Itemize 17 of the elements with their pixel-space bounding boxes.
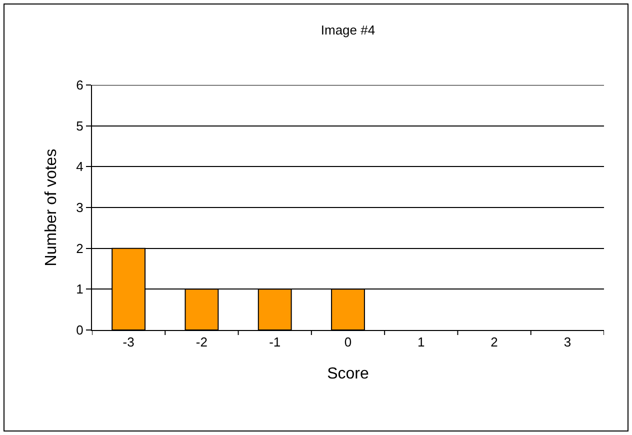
y-tick-label: 2 <box>76 240 84 256</box>
y-tick-label: 3 <box>76 200 84 216</box>
x-tick-label: 0 <box>344 334 352 350</box>
x-tick-label: -1 <box>269 334 281 350</box>
y-tick-label: 1 <box>76 282 84 297</box>
chart-title: Image #4 <box>320 22 376 38</box>
x-axis-title: Score <box>327 365 369 382</box>
x-tick-label: -3 <box>122 334 134 350</box>
y-tick-label: 4 <box>76 159 84 174</box>
x-tick-label: 3 <box>564 334 572 350</box>
y-tick-label: 5 <box>76 118 84 134</box>
x-tick-label: -2 <box>196 334 208 350</box>
y-axis-title: Number of votes <box>43 148 60 266</box>
y-tick-label: 6 <box>76 78 84 93</box>
x-tick-label: 2 <box>490 334 498 350</box>
x-tick-label: 1 <box>418 334 425 350</box>
y-tick-label: 0 <box>76 322 84 338</box>
